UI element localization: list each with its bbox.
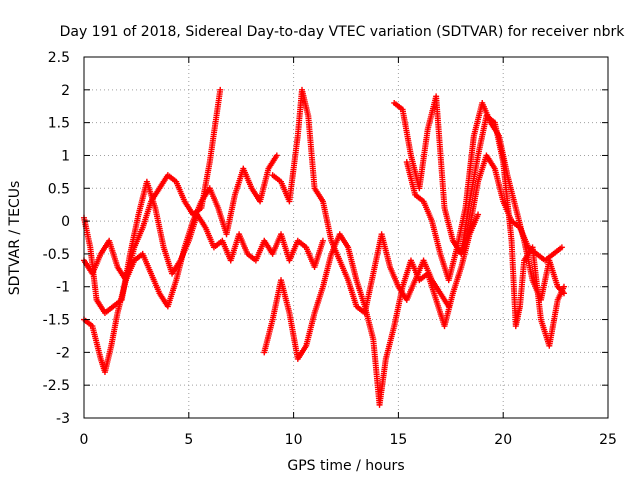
series-arc-3 [81, 178, 326, 316]
y-tick-label: -0.5 [43, 247, 70, 263]
y-tick-label: 1 [61, 148, 70, 164]
data-point [319, 237, 326, 244]
x-tick-label: 15 [389, 432, 407, 448]
data-point [475, 211, 482, 218]
data-point [273, 152, 280, 159]
y-axis-label: SDTVAR / TECUs [7, 181, 23, 296]
y-tick-label: 2.5 [48, 50, 70, 66]
chart-title: Day 191 of 2018, Sidereal Day-to-day VTE… [60, 24, 626, 40]
axis-ticks: 0 5 10 15 20 25 -3 -2.5 -2 -1.5 -1 -0.5 0 0.5 1 1.5 2 2.5 [43, 50, 617, 448]
y-tick-label: 1.5 [48, 116, 70, 132]
x-tick-label: 10 [285, 432, 303, 448]
y-tick-label: -1.5 [43, 313, 70, 329]
data-point [558, 244, 565, 251]
series-arc-4 [261, 211, 482, 408]
y-tick-label: 2 [61, 83, 70, 99]
series-arc-8 [458, 113, 567, 349]
y-tick-label: -2.5 [43, 378, 70, 394]
y-tick-label: -3 [56, 411, 70, 427]
data-point [445, 303, 452, 310]
data-point [217, 86, 224, 93]
series-arc-7 [403, 99, 567, 303]
series-arc-5 [269, 86, 452, 316]
data-point [560, 283, 567, 290]
plot-frame [83, 56, 609, 419]
y-tick-label: -1 [56, 280, 70, 296]
data-points [81, 86, 567, 408]
x-tick-label: 25 [599, 432, 617, 448]
x-tick-label: 20 [494, 432, 512, 448]
x-tick-label: 5 [184, 432, 193, 448]
y-tick-label: 0 [61, 214, 70, 230]
x-axis-label: GPS time / hours [287, 458, 404, 474]
y-tick-label: 0.5 [48, 181, 70, 197]
y-tick-label: -2 [56, 345, 70, 361]
x-tick-label: 0 [80, 432, 89, 448]
